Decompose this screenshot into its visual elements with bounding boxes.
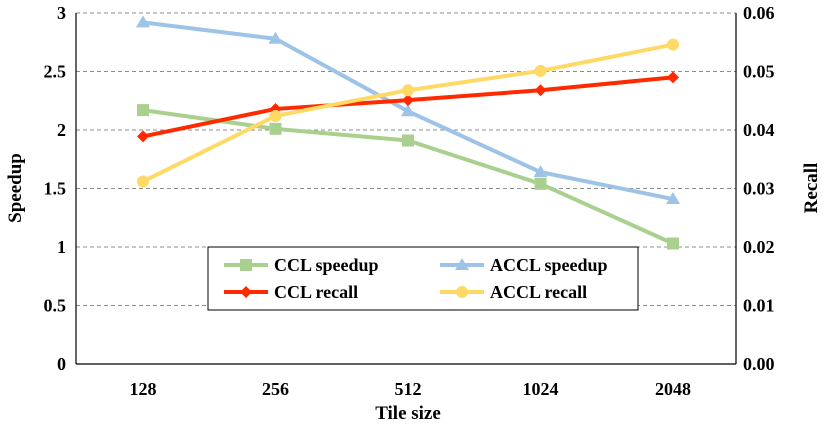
y-tick-label: 2 <box>57 120 66 140</box>
accl-recall-point <box>402 84 414 97</box>
ccl-recall-point <box>137 130 149 143</box>
ccl-recall-legend-label: CCL recall <box>274 282 358 302</box>
y2-tick-label: 0.04 <box>743 120 775 140</box>
accl-recall-point <box>667 38 679 51</box>
x-tick-label: 2048 <box>655 379 691 399</box>
y-tick-label: 1.5 <box>44 179 67 199</box>
y2-tick-label: 0.05 <box>743 62 775 82</box>
series-layer <box>136 15 680 250</box>
x-axis-title: Tile size <box>375 403 441 424</box>
y2-tick-label: 0.02 <box>743 237 775 257</box>
legend: CCL speedup ACCL speedup CCL recall ACCL re… <box>207 246 639 311</box>
ccl-speedup-point <box>402 134 414 147</box>
y2-tick-label: 0.01 <box>743 296 775 316</box>
ccl-speedup-point <box>269 122 282 135</box>
accl-speedup-point <box>268 31 283 44</box>
y-axis-title: Speedup <box>5 153 26 223</box>
y-tick-label: 2.5 <box>44 62 67 82</box>
x-tick-label: 1024 <box>523 379 559 399</box>
y2-tick-label: 0.06 <box>743 3 775 23</box>
accl-speedup-point <box>136 15 150 28</box>
y-tick-label: 1 <box>57 237 66 257</box>
accl-speedup-legend-label: ACCL speedup <box>490 255 608 275</box>
accl-recall-point <box>137 175 149 188</box>
ccl-speedup-point <box>534 177 547 190</box>
ccl-recall-point <box>534 84 547 97</box>
accl-recall-legend-label: ACCL recall <box>490 282 587 302</box>
y-tick-label: 0 <box>57 354 66 374</box>
x-tick-label: 128 <box>130 379 157 399</box>
x-tick-label: 256 <box>262 379 289 399</box>
axes <box>75 13 737 365</box>
ccl-recall-point <box>667 71 679 84</box>
y2-tick-label: 0.00 <box>743 354 775 374</box>
ccl-speedup-point <box>137 104 149 117</box>
tick-labels: 0 0.5 1 1.5 2 2.5 3 0.00 0.01 0.02 0.03 0.04 0.05 0.0… <box>44 3 775 399</box>
accl-speedup-point <box>401 104 415 117</box>
accl-recall-point <box>534 64 547 77</box>
y-tick-label: 0.5 <box>44 296 67 316</box>
y2-axis-title: Recall <box>801 163 822 214</box>
y2-tick-label: 0.03 <box>743 179 775 199</box>
accl-speedup-point <box>666 192 680 205</box>
accl-recall-legend-marker <box>456 286 468 298</box>
ccl-speedup-point <box>667 237 679 250</box>
legend-box <box>207 246 639 311</box>
ccl-recall-point <box>402 94 414 107</box>
accl-speedup-legend-marker <box>455 258 469 270</box>
ccl-speedup-legend-label: CCL speedup <box>274 255 379 275</box>
accl-speedup-point <box>533 165 548 178</box>
ccl-speedup-legend-marker <box>240 259 252 271</box>
x-tick-label: 512 <box>395 379 422 399</box>
ccl-recall-legend-marker <box>240 286 252 298</box>
accl-recall-point <box>269 109 282 122</box>
y-tick-label: 3 <box>57 3 66 23</box>
